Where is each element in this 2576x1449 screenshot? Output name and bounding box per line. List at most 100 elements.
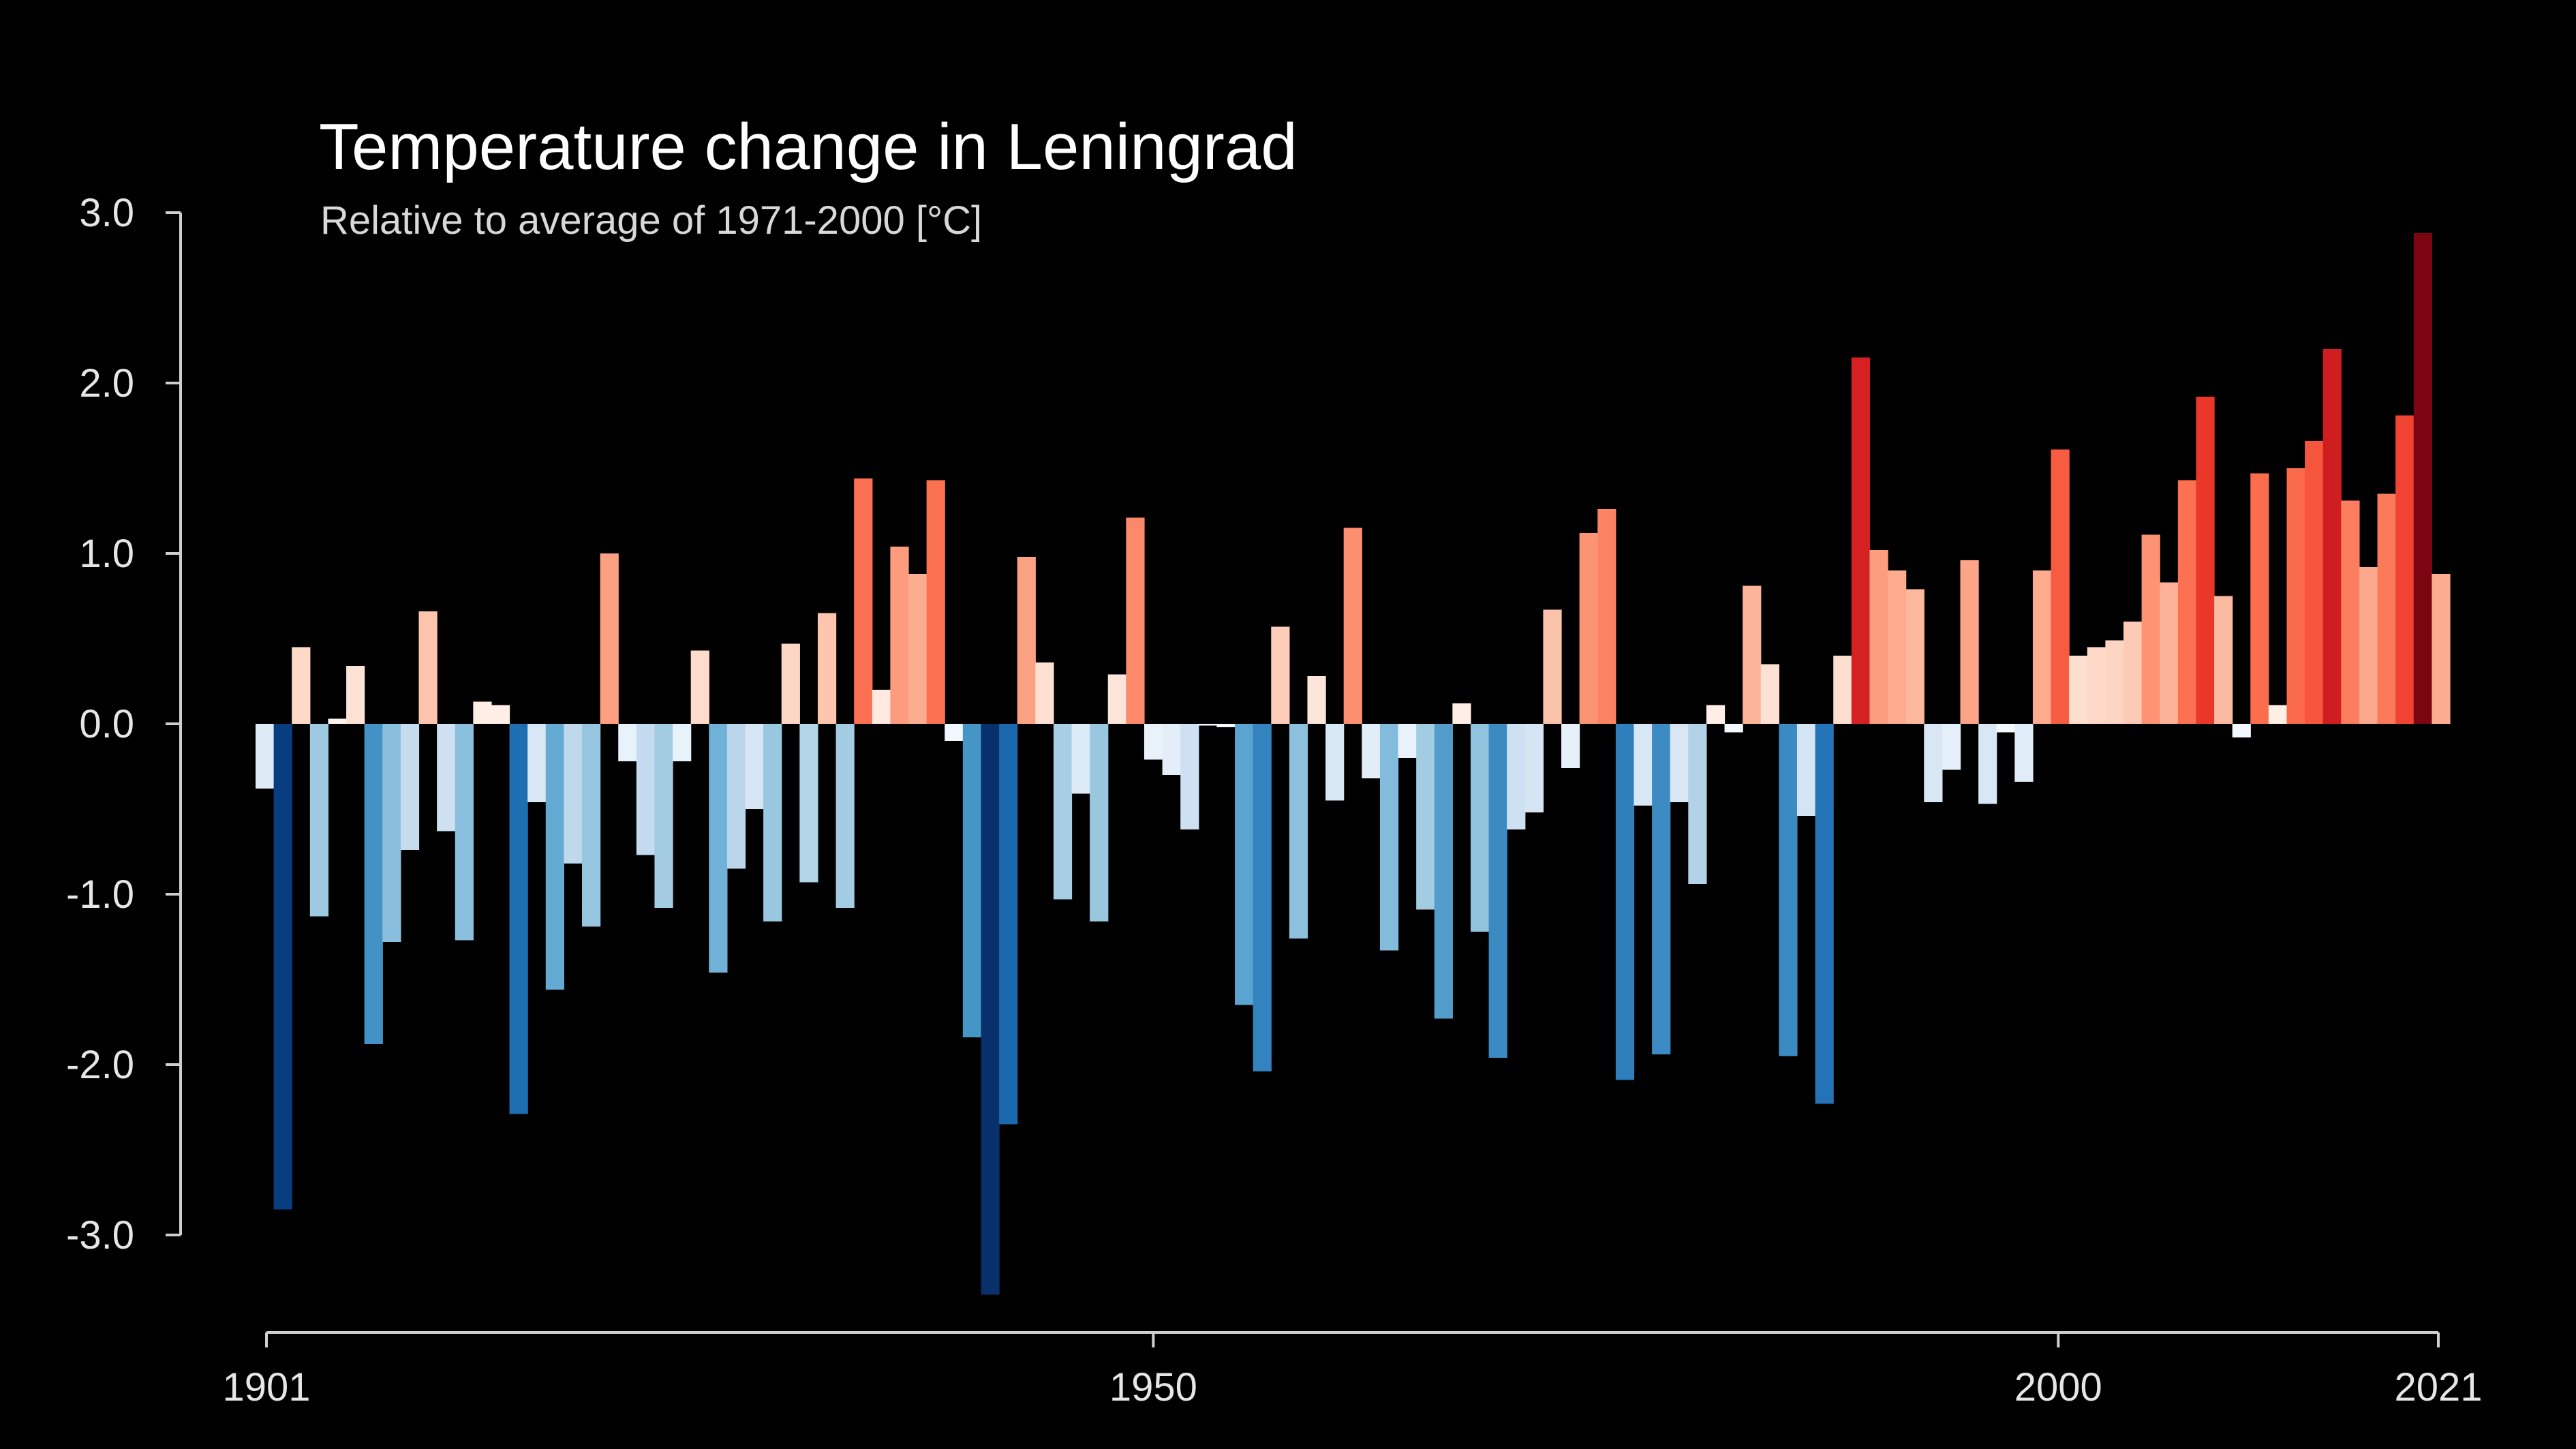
bar-2016 (2341, 500, 2360, 724)
bar-1916 (527, 724, 547, 802)
bar-1965 (1416, 724, 1435, 910)
bar-1984 (1760, 664, 1779, 724)
bar-1993 (1924, 724, 1943, 802)
bar-1972 (1543, 609, 1562, 724)
bar-1982 (1724, 724, 1743, 733)
y-tick-label: -1.0 (66, 872, 134, 917)
bar-1920 (600, 553, 619, 724)
x-tick-label: 2000 (2014, 1365, 2102, 1409)
bar-1981 (1706, 705, 1726, 724)
bar-1912 (455, 724, 474, 941)
bar-1929 (763, 724, 782, 921)
bar-1944 (1035, 662, 1054, 724)
bar-1933 (835, 724, 855, 908)
x-tick-label: 1901 (222, 1365, 310, 1409)
bar-2003 (2105, 640, 2124, 724)
bar-1940 (962, 724, 982, 1037)
bar-2010 (2232, 724, 2251, 737)
chart-subtitle: Relative to average of 1971-2000 [°C] (320, 198, 982, 243)
bar-1953 (1198, 724, 1218, 726)
bar-1909 (400, 724, 420, 850)
bar-1938 (926, 480, 945, 724)
bar-1971 (1524, 724, 1544, 812)
x-tick-label: 2021 (2394, 1365, 2482, 1409)
bar-1962 (1362, 724, 1381, 778)
bar-1915 (509, 724, 528, 1114)
bar-1966 (1434, 724, 1453, 1019)
chart-title: Temperature change in Leningrad (319, 110, 1298, 183)
bar-1939 (945, 724, 964, 741)
bar-1983 (1743, 585, 1762, 724)
bar-2011 (2250, 473, 2269, 724)
bar-1907 (364, 724, 383, 1044)
bar-1902 (273, 724, 292, 1210)
y-tick-label: -3.0 (66, 1213, 134, 1257)
bar-2018 (2377, 493, 2396, 724)
bar-1988 (1833, 656, 1852, 724)
bar-1958 (1289, 724, 1308, 939)
bar-2012 (2268, 705, 2288, 724)
bar-1947 (1090, 724, 1109, 921)
bar-1964 (1398, 724, 1417, 758)
bar-1952 (1180, 724, 1199, 829)
bar-1992 (1905, 589, 1925, 724)
bar-1970 (1507, 724, 1526, 829)
y-tick-label: 2.0 (79, 361, 134, 406)
bars-group (256, 233, 2451, 1295)
bar-1927 (726, 724, 746, 869)
bar-1905 (328, 718, 347, 724)
bar-1980 (1688, 724, 1707, 884)
bar-1975 (1597, 509, 1616, 724)
bar-1936 (890, 547, 909, 724)
bar-1957 (1271, 626, 1290, 724)
bar-1910 (418, 611, 438, 724)
bar-1937 (908, 574, 927, 724)
bar-1951 (1162, 724, 1181, 775)
y-tick-label: -2.0 (66, 1043, 134, 1087)
bar-1946 (1071, 724, 1090, 794)
bar-1925 (690, 650, 709, 724)
bar-1968 (1470, 724, 1490, 932)
bar-1996 (1978, 724, 1997, 804)
y-tick-label: 0.0 (79, 702, 134, 746)
bar-2019 (2395, 415, 2414, 724)
bar-1967 (1452, 703, 1471, 724)
bar-1917 (545, 724, 564, 990)
bar-2015 (2322, 349, 2342, 724)
x-tick-label: 1950 (1109, 1365, 1197, 1409)
bar-2013 (2286, 468, 2305, 724)
bar-1911 (437, 724, 456, 832)
bar-2008 (2196, 397, 2215, 724)
bar-1942 (999, 724, 1018, 1125)
bar-2007 (2177, 480, 2197, 724)
bar-2005 (2141, 534, 2160, 724)
bar-1921 (618, 724, 637, 761)
bar-1999 (2032, 570, 2052, 724)
bar-1985 (1779, 724, 1798, 1056)
bar-1989 (1851, 357, 1871, 724)
bar-1963 (1379, 724, 1399, 951)
bar-1986 (1796, 724, 1816, 816)
bar-1931 (799, 724, 818, 883)
bar-1978 (1652, 724, 1671, 1054)
bar-1903 (292, 647, 311, 724)
bar-1945 (1053, 724, 1073, 900)
bar-1979 (1670, 724, 1689, 802)
bar-1913 (473, 701, 492, 724)
bar-1919 (582, 724, 601, 927)
bar-1935 (872, 690, 891, 724)
bar-1904 (309, 724, 329, 917)
bar-1955 (1235, 724, 1254, 1005)
bar-1974 (1579, 533, 1598, 724)
y-tick-label: 3.0 (79, 191, 134, 235)
bar-1994 (1942, 724, 1961, 770)
bar-1926 (709, 724, 728, 973)
bar-1948 (1107, 674, 1126, 724)
bar-1969 (1488, 724, 1507, 1058)
bar-1906 (346, 666, 365, 724)
bar-1941 (981, 724, 1000, 1295)
bar-2021 (2432, 574, 2451, 724)
bar-2017 (2359, 567, 2378, 724)
bar-2000 (2051, 449, 2070, 724)
